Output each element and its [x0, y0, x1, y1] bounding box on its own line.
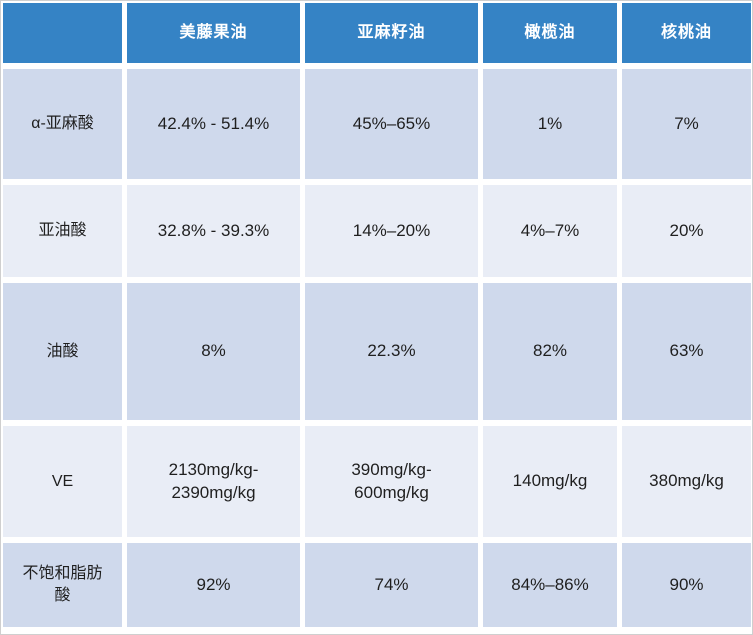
- row-label-linoleic-acid: 亚油酸: [3, 185, 122, 277]
- table-cell: 14%–20%: [305, 185, 478, 277]
- table-cell: 20%: [622, 185, 751, 277]
- table-cell: 74%: [305, 543, 478, 627]
- table-cell: 22.3%: [305, 283, 478, 420]
- table-cell: 2130mg/kg- 2390mg/kg: [127, 426, 300, 537]
- row-label-oleic-acid: 油酸: [3, 283, 122, 420]
- corner-cell: [3, 3, 122, 63]
- table-cell: 32.8% - 39.3%: [127, 185, 300, 277]
- table-cell: 7%: [622, 69, 751, 179]
- table-cell: 45%–65%: [305, 69, 478, 179]
- table-cell: 140mg/kg: [483, 426, 617, 537]
- table-cell: 63%: [622, 283, 751, 420]
- table-cell: 90%: [622, 543, 751, 627]
- column-header-olive-oil: 橄榄油: [483, 3, 617, 63]
- table-cell: 4%–7%: [483, 185, 617, 277]
- table-cell: 8%: [127, 283, 300, 420]
- column-header-linseed-oil: 亚麻籽油: [305, 3, 478, 63]
- table-cell: 84%–86%: [483, 543, 617, 627]
- row-label-unsaturated-fatty-acid: 不饱和脂肪 酸: [3, 543, 122, 627]
- column-header-sacha-inchi-oil: 美藤果油: [127, 3, 300, 63]
- table-cell: 380mg/kg: [622, 426, 751, 537]
- row-label-alpha-linolenic-acid: α-亚麻酸: [3, 69, 122, 179]
- row-label-vitamin-e: VE: [3, 426, 122, 537]
- table-cell: 42.4% - 51.4%: [127, 69, 300, 179]
- column-header-walnut-oil: 核桃油: [622, 3, 751, 63]
- oil-comparison-table: 美藤果油 亚麻籽油 橄榄油 核桃油 α-亚麻酸 42.4% - 51.4% 45…: [3, 3, 751, 627]
- table-cell: 1%: [483, 69, 617, 179]
- table-cell: 92%: [127, 543, 300, 627]
- table-cell: 390mg/kg- 600mg/kg: [305, 426, 478, 537]
- table-cell: 82%: [483, 283, 617, 420]
